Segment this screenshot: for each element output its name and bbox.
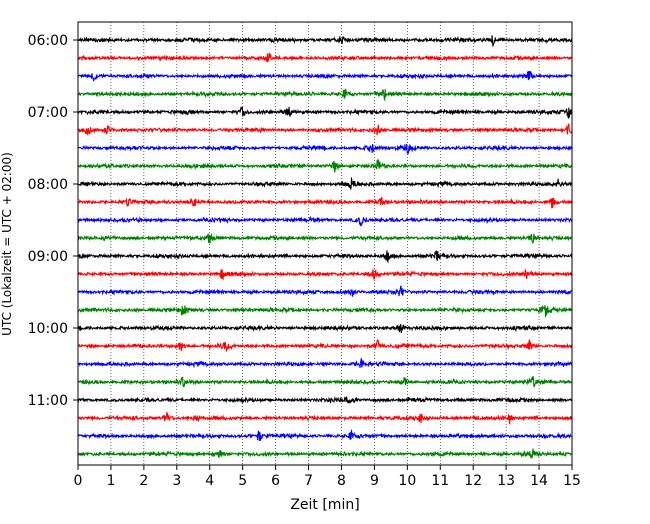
y-tick-label: 06:00 <box>28 33 68 49</box>
x-tick-label: 8 <box>337 473 346 489</box>
x-tick-label: 3 <box>172 473 181 489</box>
trace-0900 <box>77 250 573 264</box>
y-tick-label: 10:00 <box>28 321 68 337</box>
y-tick-label: 08:00 <box>28 177 68 193</box>
y-tick-label: 07:00 <box>28 105 68 121</box>
x-tick-label: 0 <box>74 473 83 489</box>
trace-0700 <box>77 106 573 120</box>
traces-layer <box>77 35 573 459</box>
x-axis-ticks: 0 1 2 3 4 5 6 7 8 9 10 11 12 13 14 15 <box>74 465 581 489</box>
trace-0915 <box>77 268 573 281</box>
x-tick-label: 12 <box>464 473 482 489</box>
x-tick-label: 11 <box>431 473 449 489</box>
trace-0945 <box>77 305 573 318</box>
trace-0815 <box>77 196 573 209</box>
x-tick-label: 7 <box>304 473 313 489</box>
trace-0930 <box>77 285 573 297</box>
trace-1045 <box>77 376 573 388</box>
y-tick-label: 11:00 <box>28 393 68 409</box>
trace-1130 <box>77 429 573 441</box>
trace-1030 <box>77 358 573 369</box>
x-tick-label: 6 <box>271 473 280 489</box>
trace-0800 <box>77 177 573 190</box>
x-tick-label: 14 <box>530 473 548 489</box>
y-tick-label: 09:00 <box>28 249 68 265</box>
plot-frame <box>77 21 573 466</box>
trace-0630 <box>77 71 573 82</box>
trace-1145 <box>77 448 573 459</box>
x-tick-label: 15 <box>563 473 581 489</box>
x-tick-label: 1 <box>106 473 115 489</box>
trace-1100 <box>77 395 573 405</box>
trace-0730 <box>77 143 573 155</box>
trace-1000 <box>77 323 573 334</box>
x-axis-label: Zeit [min] <box>290 497 359 513</box>
trace-0830 <box>77 215 573 227</box>
trace-1115 <box>77 412 573 425</box>
trace-0645 <box>77 88 573 102</box>
x-tick-label: 9 <box>370 473 379 489</box>
x-tick-label: 10 <box>398 473 416 489</box>
trace-0615 <box>77 52 573 63</box>
x-tick-label: 13 <box>497 473 515 489</box>
trace-1015 <box>77 338 573 353</box>
trace-0715 <box>77 123 573 136</box>
y-axis-label: UTC (Lokalzeit = UTC + 02:00) <box>0 152 14 336</box>
trace-0745 <box>77 158 573 173</box>
x-tick-label: 5 <box>238 473 247 489</box>
trace-0845 <box>77 233 573 244</box>
x-tick-label: 4 <box>205 473 214 489</box>
trace-0600 <box>77 35 573 47</box>
y-axis-ticks: 06:00 07:00 08:00 09:00 10:00 11:00 <box>28 33 78 409</box>
x-tick-label: 2 <box>139 473 148 489</box>
